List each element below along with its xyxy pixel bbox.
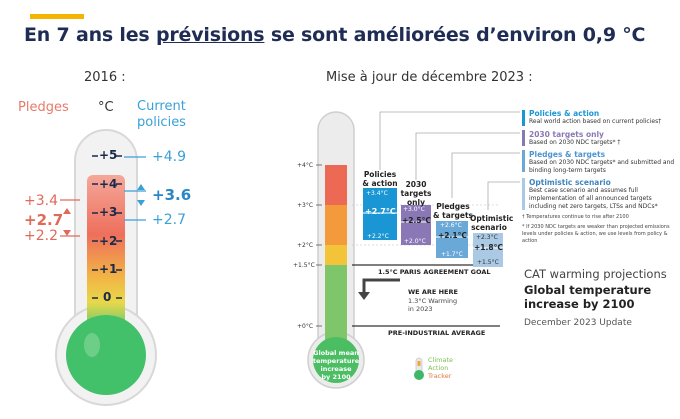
bar-pledges — [436, 221, 468, 258]
year-2016-title: 2016 : — [84, 70, 126, 85]
pledges-mid: +2.1°C — [438, 231, 467, 240]
policies-top: +3.4°C — [366, 190, 388, 197]
axis-tick: +0°C — [297, 323, 314, 330]
axis-tick: +1.5°C — [293, 262, 315, 269]
axis-tick: +2°C — [297, 242, 314, 249]
optimistic-bottom: +1.5°C — [477, 259, 499, 266]
paris-goal: 1.5°C PARIS AGREEMENT GOAL — [378, 268, 491, 276]
headline-underlined: prévisions — [155, 24, 265, 46]
current-policies-label: Current policies — [137, 99, 186, 130]
climate-action-tracker-logo — [414, 357, 424, 380]
legend-2030: 2030 targets only Based on 2030 NDC targ… — [529, 130, 621, 146]
tick-label: +5 — [99, 148, 118, 162]
pledges-down-arrow-icon — [63, 230, 71, 236]
tick-label: +4 — [99, 177, 118, 191]
we-are-here-arrow-icon — [358, 292, 370, 300]
col-head-pledges: Pledges & targets — [433, 202, 474, 220]
current-down-arrow-icon — [137, 200, 145, 206]
update-label: December 2023 Update — [524, 318, 632, 328]
legend-pledges: Pledges & targets Based on 2030 NDC targ… — [529, 150, 675, 174]
headline: En 7 ans les prévisions se sont amélioré… — [24, 24, 646, 46]
bar-optimistic — [473, 233, 503, 267]
warming-note: 1.3°C Warming in 2023 — [408, 297, 458, 313]
footnote-dagger: † Temperatures continue to rise after 21… — [522, 214, 629, 220]
optimistic-mid: +1.8°C — [474, 243, 503, 252]
axis-tick: +4°C — [297, 162, 314, 169]
footnote-star: * If 2030 NDC targets are weaker than pr… — [522, 224, 670, 244]
unit-label: °C — [98, 100, 114, 115]
update-2023-title: Mise à jour de décembre 2023 : — [326, 70, 533, 85]
we-are-here: WE ARE HERE — [408, 288, 458, 296]
legend-optimistic: Optimistic scenario Best case scenario a… — [529, 178, 658, 210]
logo-text: Climate Action Tracker — [428, 356, 454, 380]
cat-subtitle: Global temperature increase by 2100 — [524, 283, 652, 311]
pledges-top: +2.6°C — [440, 222, 462, 229]
bar-2030 — [401, 205, 431, 245]
col-head-2030: 2030 targets only — [400, 180, 432, 207]
tick-label: +3 — [99, 205, 118, 219]
t2030-mid: +2.5°C — [402, 216, 431, 225]
pledges-up-arrow-icon — [63, 208, 71, 214]
current-high: +4.9 — [152, 149, 186, 165]
col-head-policies: Policies & action — [362, 170, 398, 188]
pledges-central: +2.7 — [24, 211, 64, 229]
legend-policies: Policies & action Real world action base… — [529, 109, 662, 125]
tick-label: +1 — [99, 262, 118, 276]
tick-label: 0 — [103, 290, 112, 304]
bulb-text: Global mean temperature increase by 2100 — [312, 349, 360, 381]
current-central: +3.6 — [152, 186, 192, 204]
pledges-label: Pledges — [18, 100, 69, 115]
pledges-low: +2.2 — [24, 228, 58, 244]
cat-title: CAT warming projections — [524, 267, 667, 281]
col-head-optimistic: Optimistic scenario — [470, 214, 514, 232]
policies-bottom: +2.2°C — [367, 233, 389, 240]
pledges-high: +3.4 — [24, 193, 58, 209]
t2030-bottom: +2.0°C — [404, 238, 426, 245]
axis-tick: +3°C — [297, 202, 314, 209]
policies-mid: +2.7°C — [365, 207, 396, 216]
tick-label: +2 — [99, 234, 118, 248]
pledges-bottom: +1.7°C — [441, 251, 463, 258]
preindustrial: PRE-INDUSTRIAL AVERAGE — [388, 329, 486, 337]
current-low: +2.7 — [152, 212, 186, 228]
accent-bar — [30, 14, 84, 19]
bar-policies — [363, 188, 397, 240]
current-up-arrow-icon — [137, 184, 145, 190]
t2030-top: +3.0°C — [403, 206, 425, 213]
optimistic-top: +2.3°C — [476, 234, 498, 241]
